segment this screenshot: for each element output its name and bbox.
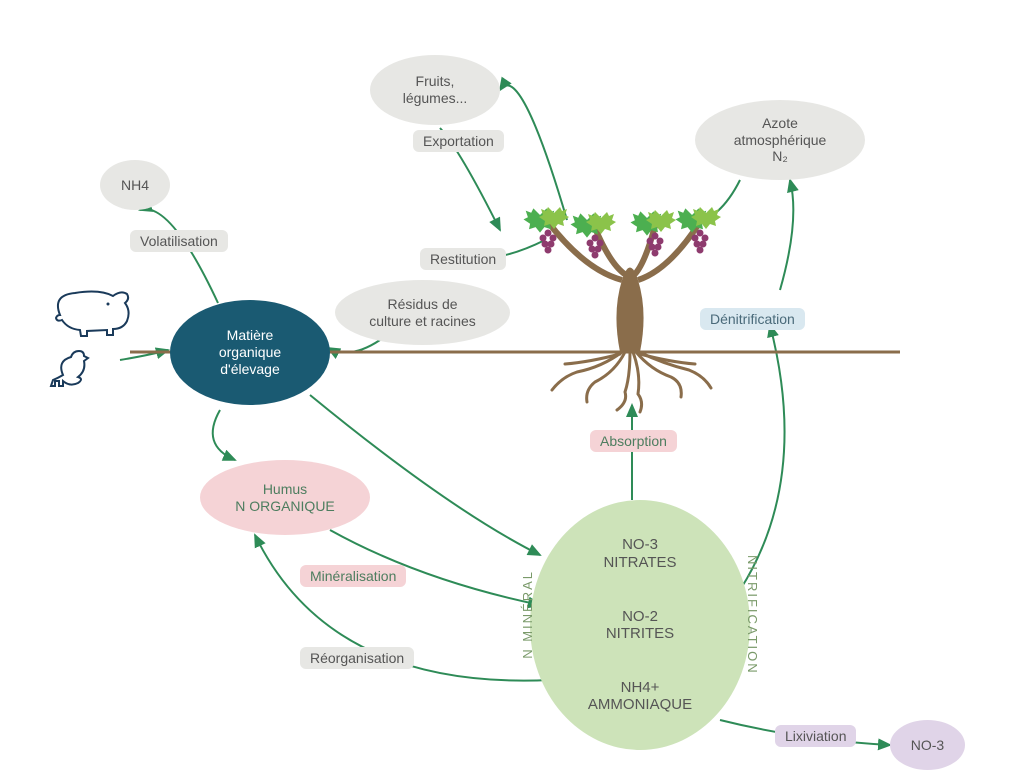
arrow-animals-to-matiere xyxy=(120,350,168,360)
label-exportation: Exportation xyxy=(413,130,504,152)
vine-cluster-2 xyxy=(631,210,677,257)
mineral-side-left: N MINÉRAL xyxy=(520,570,535,659)
label-lixiviation: Lixiviation xyxy=(775,725,856,747)
node-nh4: NH4 xyxy=(100,160,170,210)
mineral-top: NO-3NITRATES xyxy=(603,536,676,571)
label-volatilisation: Volatilisation xyxy=(130,230,228,252)
node-fruits: Fruits,légumes... xyxy=(370,55,500,125)
mineral-bottom: NH4+AMMONIAQUE xyxy=(588,679,692,714)
vine-trunk xyxy=(616,268,643,353)
mineral-stack: NO-3NITRATES NO-2NITRITES NH4+AMMONIAQUE xyxy=(530,500,750,750)
vine-branch-3 xyxy=(638,222,700,280)
node-matiere: Matièreorganiqued'élevage xyxy=(170,300,330,405)
mineral-side-right: NITRIFICATION xyxy=(745,555,760,675)
arrow-azote-to-plant xyxy=(690,180,740,225)
vine-branch-2 xyxy=(634,226,655,275)
arrow-residus-to-matiere xyxy=(328,340,380,353)
label-absorption: Absorption xyxy=(590,430,677,452)
arrow-denitr-to-azote xyxy=(780,180,793,290)
vine-branch-0 xyxy=(548,222,622,280)
node-no3: NO-3 xyxy=(890,720,965,770)
arrow-matiere-to-nh4 xyxy=(140,209,218,303)
vine-roots xyxy=(552,352,711,412)
pig-icon xyxy=(56,292,129,336)
mineral-middle: NO-2NITRITES xyxy=(606,608,674,643)
diagram-canvas xyxy=(0,0,1024,779)
arrow-matiere-to-humus xyxy=(213,410,235,460)
chicken-icon xyxy=(51,351,88,386)
vine-cluster-3 xyxy=(676,207,722,254)
node-humus: HumusN ORGANIQUE xyxy=(200,460,370,535)
label-restitution: Restitution xyxy=(420,248,506,270)
vine-cluster-1 xyxy=(571,212,617,259)
vine-cluster-0 xyxy=(524,207,570,254)
node-azote: AzoteatmosphériqueN₂ xyxy=(695,100,865,180)
node-residus: Résidus deculture et racines xyxy=(335,280,510,345)
vine-branch-1 xyxy=(595,228,626,275)
arrow-plant-to-fruits xyxy=(500,85,567,220)
label-mineralisation: Minéralisation xyxy=(300,565,406,587)
label-denitrification: Dénitrification xyxy=(700,308,805,330)
label-reorganisation: Réorganisation xyxy=(300,647,414,669)
